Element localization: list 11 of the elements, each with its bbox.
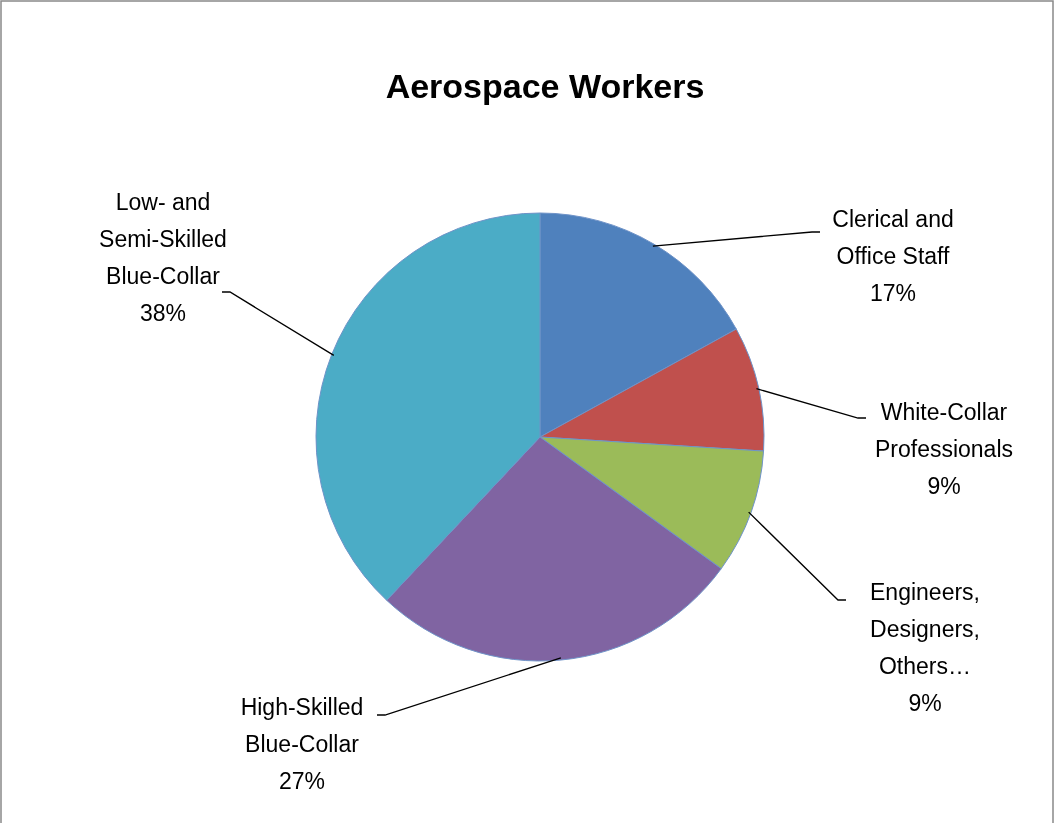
slice-label: High-Skilled Blue-Collar — [240, 694, 364, 757]
data-label: 38% — [139, 300, 187, 326]
slice-label: Clerical and Office Staff — [832, 206, 954, 269]
slice-label: White-Collar Professionals — [874, 399, 1014, 462]
slice-label: Low- and Semi-Skilled Blue-Collar — [99, 189, 227, 289]
data-label: 27% — [278, 768, 326, 794]
data-label: 17% — [869, 280, 917, 306]
data-label: 9% — [927, 473, 961, 499]
slice-label: Engineers, Designers, Others… — [870, 579, 980, 679]
data-label: 9% — [908, 690, 942, 716]
chart-title: Aerospace Workers — [385, 67, 705, 105]
